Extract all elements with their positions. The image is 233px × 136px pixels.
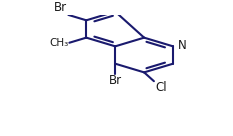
Text: Br: Br [109,75,122,87]
Text: N: N [178,39,186,52]
Text: Br: Br [54,1,67,14]
Text: CH₃: CH₃ [49,38,68,48]
Text: Cl: Cl [155,81,167,94]
